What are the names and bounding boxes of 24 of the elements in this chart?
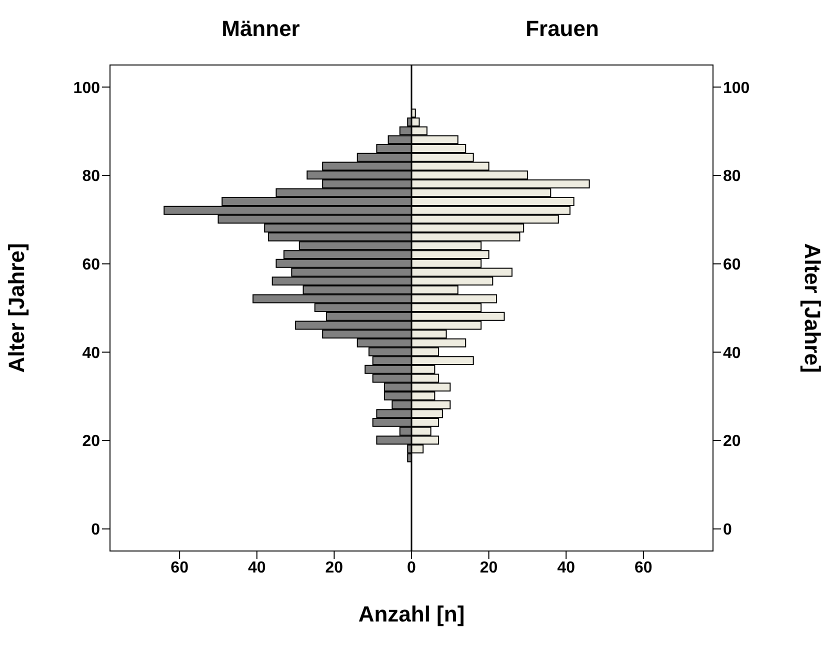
y-tick-label: 40 [82,344,100,362]
x-tick-label: 40 [248,559,266,576]
y-tick-label: 100 [73,80,100,97]
y2-tick-label: 100 [723,80,750,97]
y2-tick-label: 80 [723,168,741,186]
x-tick-label: 60 [170,559,189,576]
y2-tick-label: 60 [723,256,741,274]
x-tick-label: 0 [407,559,416,576]
x-tick-label: 40 [557,559,576,576]
text: Frauen [526,16,599,41]
x-axis-title: Anzahl [n] [358,602,465,627]
y2-tick-label: 0 [723,522,732,539]
y2-tick-label: 20 [723,433,741,450]
y-tick-label: 60 [82,256,100,274]
y2-tick-label: 40 [723,344,741,362]
y-tick-label: 80 [82,168,100,186]
text: Männer [222,16,300,41]
x-tick-label: 60 [634,559,652,576]
x-tick-label: 20 [325,559,344,576]
y-tick-label: 20 [82,433,100,450]
x-tick-label: 20 [480,559,498,576]
y2-axis-title: Alter [Jahre] [800,243,821,373]
y-axis-title: Alter [Jahre] [4,243,29,373]
y-tick-label: 0 [91,522,100,539]
